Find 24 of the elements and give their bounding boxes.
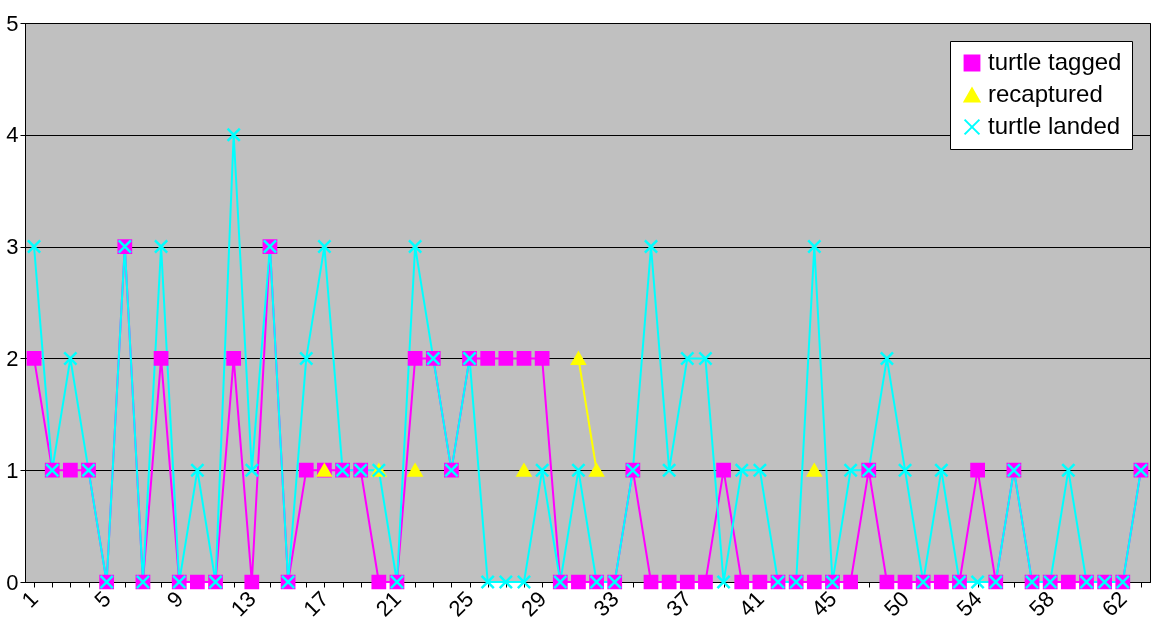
- y-tick-label: 1: [6, 457, 19, 483]
- x-tick-label: 5: [89, 586, 116, 613]
- x-tick-label: 33: [588, 586, 624, 622]
- x-tick-label: 17: [298, 586, 334, 622]
- x-tick-label: 9: [161, 586, 189, 613]
- y-tick-label: 3: [6, 234, 19, 260]
- x-tick-label: 54: [951, 586, 987, 622]
- legend-label: turtle landed: [988, 112, 1121, 139]
- y-tick-label: 4: [6, 122, 19, 148]
- y-tick-label: 0: [6, 569, 19, 595]
- x-tick-label: 41: [733, 586, 769, 622]
- x-tick-label: 25: [443, 586, 479, 622]
- x-tick-label: 58: [1024, 586, 1060, 622]
- x-tick-label: 62: [1096, 586, 1132, 622]
- x-tick-label: 50: [879, 586, 915, 622]
- x-tick-label: 45: [806, 586, 842, 622]
- x-tick-label: 13: [225, 586, 261, 622]
- legend-label: turtle tagged: [988, 48, 1122, 75]
- y-tick-label: 2: [6, 345, 19, 371]
- y-tick-label: 5: [6, 10, 19, 36]
- x-tick-label: 29: [516, 586, 552, 622]
- x-tick-label: 21: [370, 586, 406, 622]
- legend-label: recaptured: [988, 80, 1103, 107]
- x-tick-label: 37: [661, 586, 697, 622]
